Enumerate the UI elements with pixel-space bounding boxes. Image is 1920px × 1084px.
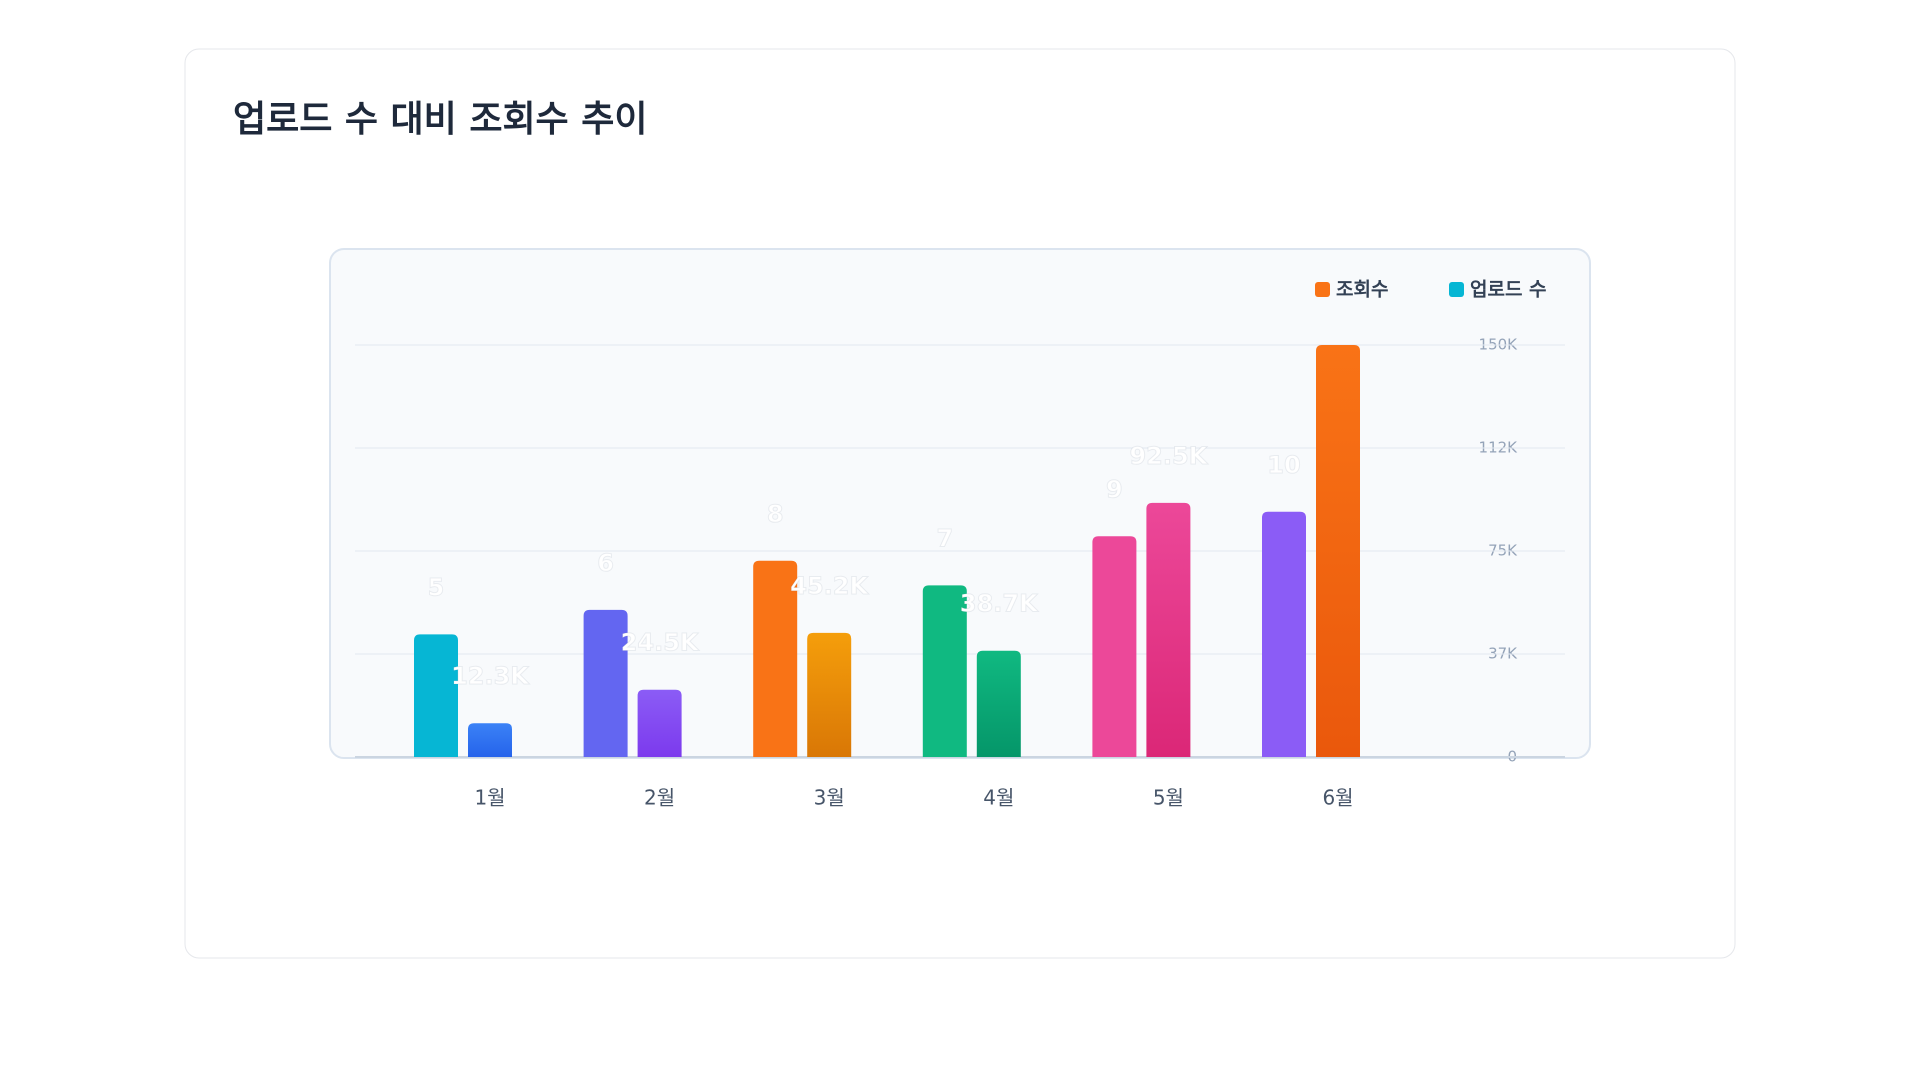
data-label: 38.7K <box>960 590 1039 618</box>
data-label: 5 <box>428 573 445 601</box>
legend-label[interactable]: 조회수 <box>1336 279 1388 301</box>
legend-swatch <box>1449 282 1464 297</box>
data-label: 92.5K <box>1129 442 1208 470</box>
data-label: 6 <box>597 549 614 577</box>
x-tick-label: 3월 <box>814 786 845 810</box>
bar <box>1262 511 1306 757</box>
bar <box>976 650 1021 757</box>
bar <box>922 585 967 757</box>
legend-label[interactable]: 업로드 수 <box>1470 279 1547 301</box>
bar <box>1316 345 1360 757</box>
bar <box>468 723 512 757</box>
data-label: 7 <box>936 524 953 552</box>
bar <box>583 609 628 757</box>
data-label: 12.3K <box>451 662 530 690</box>
x-tick-label: 6월 <box>1322 786 1353 810</box>
bar <box>1146 502 1191 757</box>
x-tick-label: 2월 <box>644 786 675 810</box>
bar <box>807 632 852 757</box>
bar <box>637 689 682 757</box>
chart-title: 업로드 수 대비 조회수 추이 <box>233 99 647 140</box>
x-tick-label: 1월 <box>474 786 505 810</box>
data-label: 45.2K <box>790 572 869 600</box>
data-label: 8 <box>767 500 784 528</box>
x-tick-label: 5월 <box>1153 786 1184 810</box>
bar <box>753 560 798 757</box>
data-label: 9 <box>1106 475 1123 503</box>
x-tick-label: 4월 <box>983 786 1014 810</box>
data-label: 10 <box>1267 451 1300 479</box>
bar <box>414 634 458 757</box>
bar <box>1092 536 1137 757</box>
legend-swatch <box>1315 282 1330 297</box>
data-label: 24.5K <box>621 629 700 657</box>
